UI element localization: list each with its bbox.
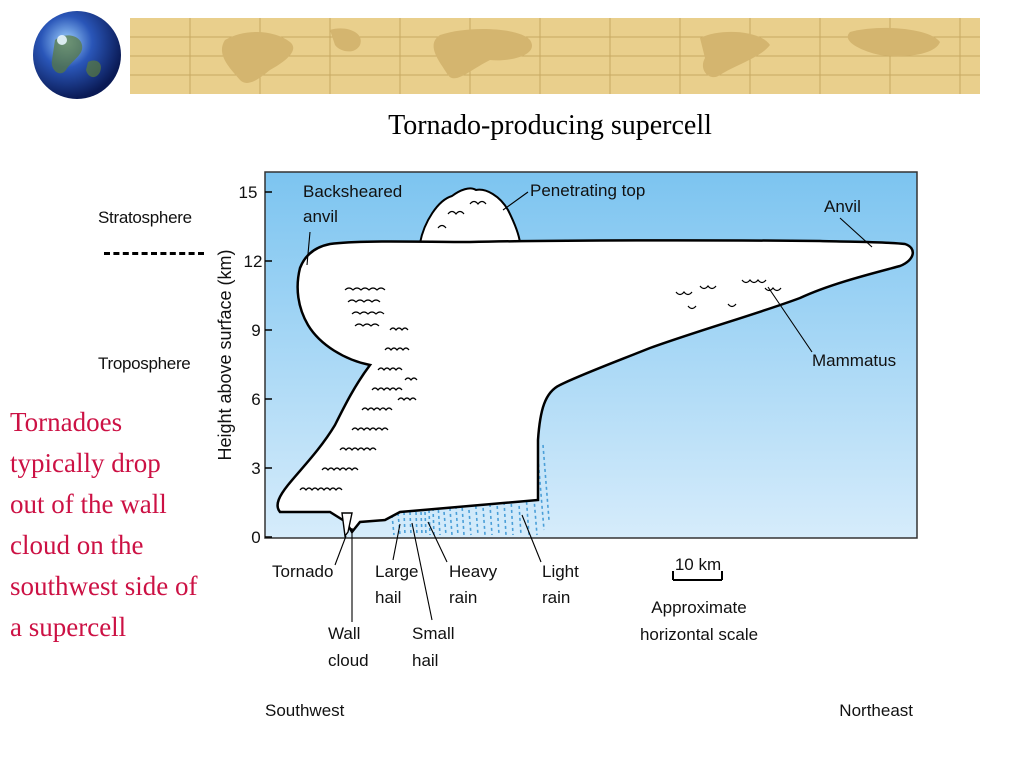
cloud-body [276,239,914,535]
scale-caption-2: horizontal scale [640,625,758,644]
scale-caption-1: Approximate [651,598,746,617]
y-tick-0: 0 [251,528,260,547]
light-rain-label-2: rain [542,588,570,607]
y-tick-6: 6 [251,390,260,409]
heavy-rain-label-2: rain [449,588,477,607]
y-axis [265,191,272,538]
updraft-texture [299,287,418,491]
mammatus-label: Mammatus [812,351,896,370]
tornado-label: Tornado [272,562,333,581]
header-banner [33,11,980,99]
y-axis-tick-labels: 15 12 9 6 3 0 [239,183,263,547]
globe-landmass [51,35,101,78]
backsheared-anvil-label-1: Backsheared [303,182,402,201]
slide-title: Tornado-producing supercell [388,110,712,141]
tropopause-dashed-line [104,252,204,255]
wall-cloud-label-1: Wall [328,624,360,643]
stratosphere-label: Stratosphere [98,208,192,227]
tornado-funnel [341,512,353,538]
leader-lines [306,191,873,622]
penetrating-top-shape [418,187,522,244]
y-tick-12: 12 [244,252,263,271]
map-continents [221,27,940,83]
light-rain-label-1: Light [542,562,579,581]
penetrating-top-texture [437,200,487,229]
heavy-rain-label-1: Heavy [449,562,498,581]
backsheared-anvil-label-2: anvil [303,207,338,226]
direction-southwest: Southwest [265,701,345,720]
scale-value: 10 km [675,555,721,574]
y-tick-9: 9 [251,321,260,340]
anvil-label: Anvil [824,197,861,216]
y-axis-title: Height above surface (km) [215,249,235,460]
large-hail-label-1: Large [375,562,418,581]
wall-cloud-label-2: cloud [328,651,369,670]
y-tick-3: 3 [251,459,260,478]
penetrating-top-label: Penetrating top [530,181,645,200]
large-hail-label-2: hail [375,588,401,607]
troposphere-label: Troposphere [98,354,191,373]
mammatus-texture [675,279,782,310]
direction-northeast: Northeast [839,701,913,720]
small-hail-label-2: hail [412,651,438,670]
y-tick-15: 15 [239,183,258,202]
globe-highlight [57,35,67,45]
scale-bar [672,571,723,581]
caption-text: Tornadoes typically drop out of the wall… [10,407,198,642]
small-hail-label-1: Small [412,624,455,643]
